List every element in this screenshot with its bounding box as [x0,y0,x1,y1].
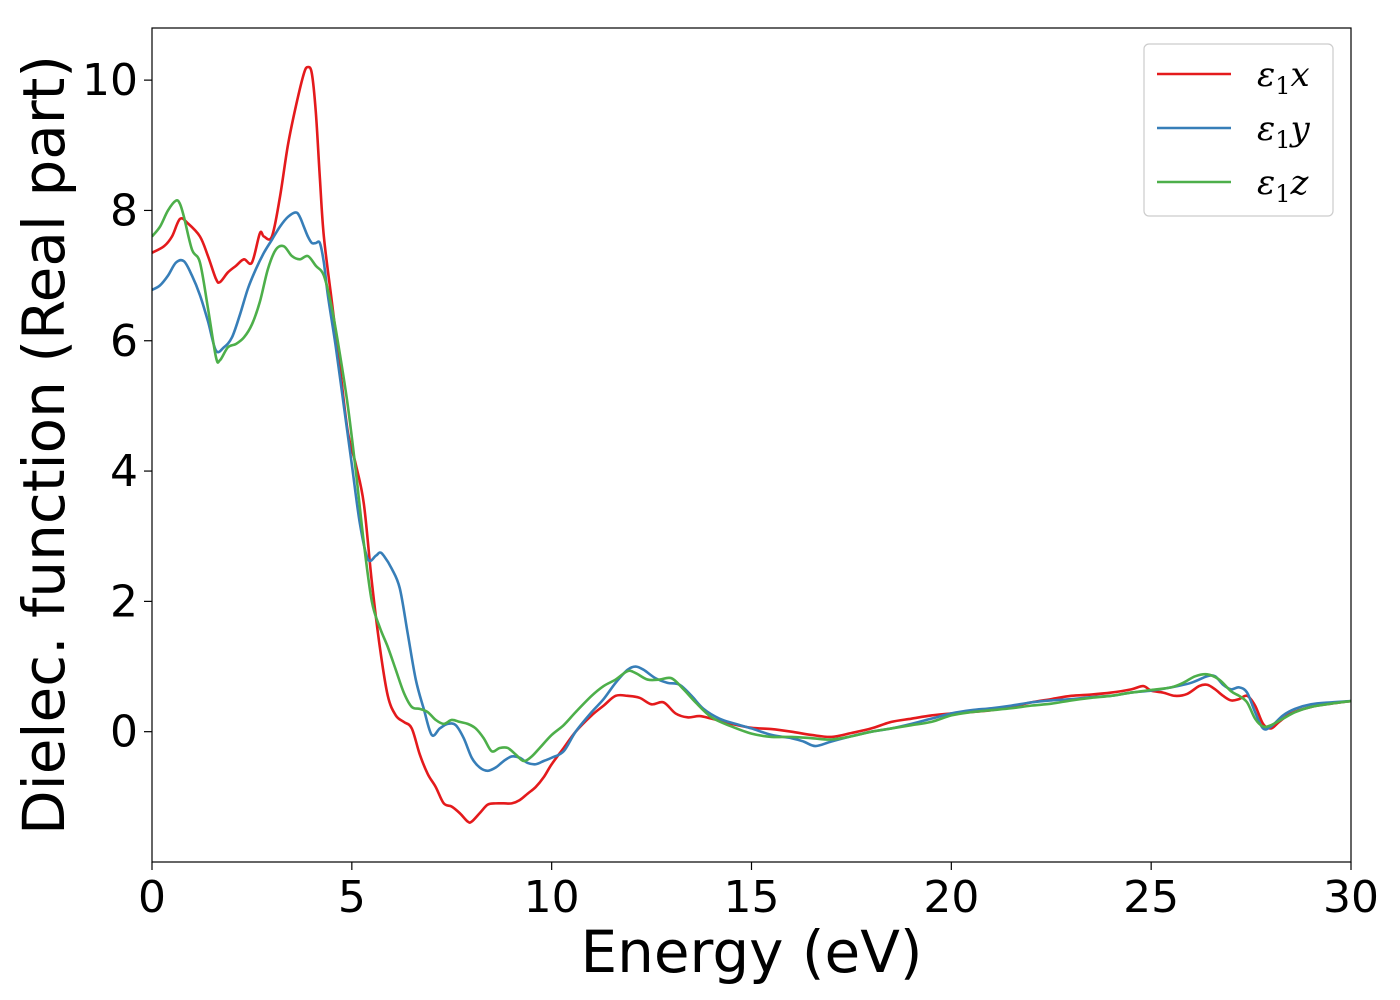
legend: ε1x ε1y ε1z [1143,43,1334,217]
x-tick-label: 10 [524,872,580,923]
y-tick-label: 2 [110,576,138,627]
x-axis: 0 5 10 15 20 25 30 [138,862,1379,923]
y-axis-title: Dielec. function (Real part) [10,55,78,835]
legend-box [1143,43,1334,217]
x-axis-title: Energy (eV) [580,918,922,986]
y-axis: 0 2 4 6 8 10 [82,55,152,758]
y-tick-label: 6 [110,316,138,367]
x-tick-label: 20 [923,872,979,923]
y-tick-label: 10 [82,55,138,106]
x-tick-label: 30 [1323,872,1379,923]
x-tick-label: 15 [724,872,780,923]
x-tick-label: 5 [338,872,366,923]
y-tick-label: 0 [110,707,138,758]
x-tick-label: 25 [1123,872,1179,923]
legend-label-x: ε1x [1257,55,1310,100]
y-tick-label: 4 [110,446,138,497]
series-line-z [152,199,1351,763]
y-tick-label: 8 [110,185,138,236]
legend-label-z: ε1z [1257,163,1310,208]
series-lines [152,65,1351,824]
legend-label-y: ε1y [1257,109,1311,154]
x-tick-label: 0 [138,872,166,923]
